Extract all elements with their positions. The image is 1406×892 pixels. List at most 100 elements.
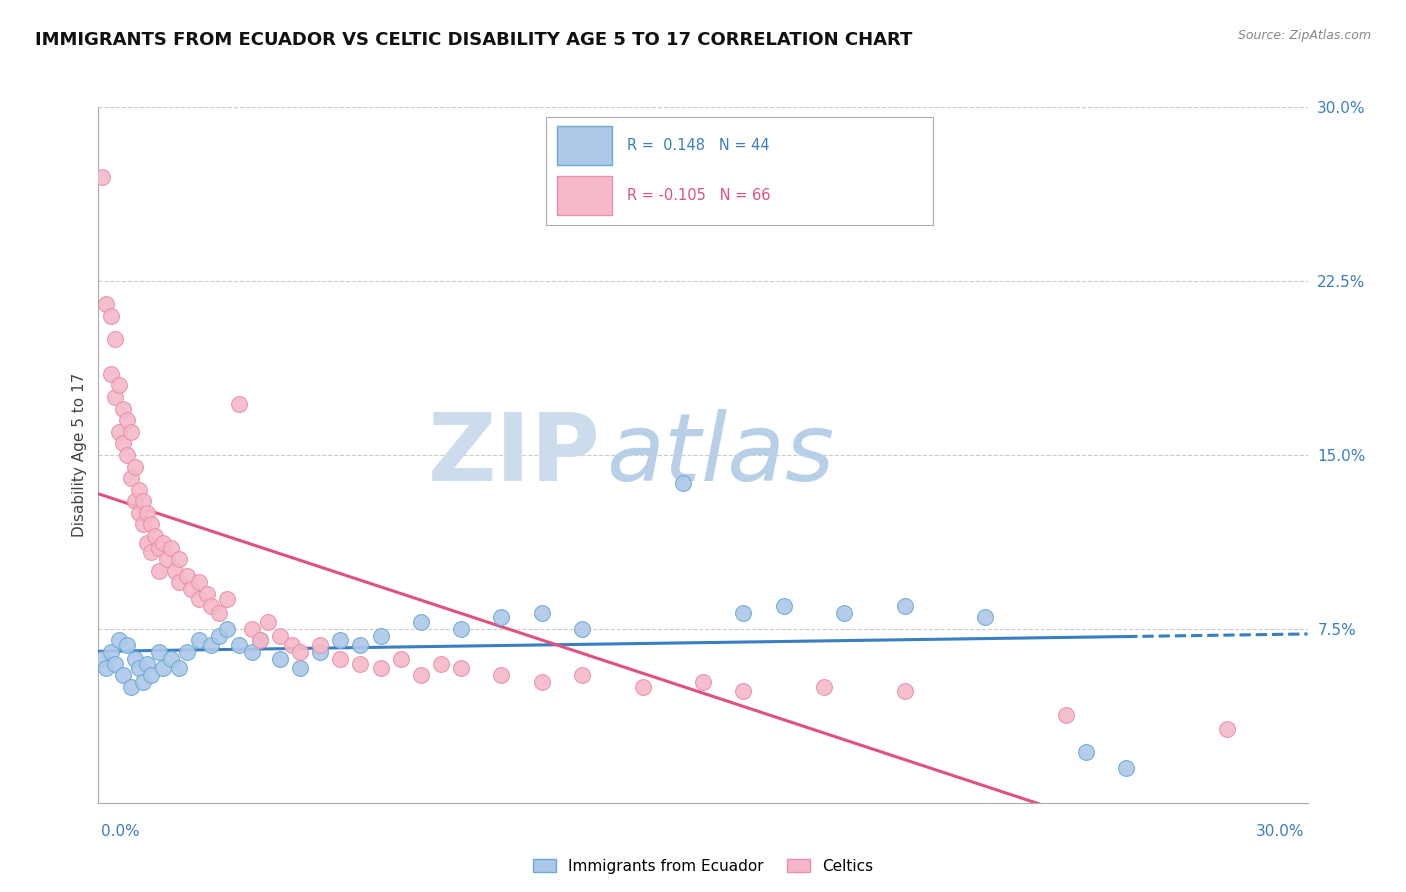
Y-axis label: Disability Age 5 to 17: Disability Age 5 to 17 [72, 373, 87, 537]
Point [329, 652, 352, 666]
Point [349, 657, 371, 671]
Point [115, 413, 138, 427]
Point [228, 397, 250, 411]
Point [733, 684, 755, 698]
Point [148, 564, 170, 578]
Point [409, 668, 432, 682]
Point [370, 629, 392, 643]
Point [256, 615, 278, 629]
Point [132, 517, 155, 532]
Point [813, 680, 835, 694]
Point [450, 661, 472, 675]
Point [893, 599, 915, 613]
Point [111, 668, 134, 682]
Point [217, 622, 239, 636]
Point [208, 606, 231, 620]
Point [672, 475, 695, 490]
Point [309, 638, 332, 652]
Point [91, 652, 114, 666]
Point [128, 483, 150, 497]
Point [269, 629, 291, 643]
Point [1074, 745, 1097, 759]
Point [240, 645, 263, 659]
Point [132, 675, 155, 690]
Point [120, 471, 142, 485]
Point [188, 575, 211, 590]
Point [120, 680, 142, 694]
Point [135, 536, 157, 550]
Point [148, 645, 170, 659]
Point [167, 552, 190, 566]
Point [370, 661, 392, 675]
Point [208, 629, 231, 643]
Point [148, 541, 170, 555]
Point [571, 668, 593, 682]
Point [115, 638, 138, 652]
Point [156, 552, 179, 566]
Point [135, 506, 157, 520]
Point [349, 638, 371, 652]
Point [124, 494, 146, 508]
Point [96, 297, 118, 311]
Point [176, 568, 198, 582]
Point [228, 638, 250, 652]
Point [124, 652, 146, 666]
Point [631, 680, 654, 694]
Point [143, 529, 166, 543]
Point [167, 575, 190, 590]
Point [249, 633, 271, 648]
Point [135, 657, 157, 671]
Point [163, 564, 186, 578]
Text: IMMIGRANTS FROM ECUADOR VS CELTIC DISABILITY AGE 5 TO 17 CORRELATION CHART: IMMIGRANTS FROM ECUADOR VS CELTIC DISABI… [35, 31, 912, 49]
Point [96, 661, 118, 675]
Point [115, 448, 138, 462]
Text: 0.0%: 0.0% [101, 824, 141, 838]
Point [107, 425, 129, 439]
Point [329, 633, 352, 648]
Point [1115, 761, 1137, 775]
Point [281, 638, 304, 652]
Point [832, 606, 855, 620]
Point [180, 582, 202, 597]
Point [107, 633, 129, 648]
Point [491, 668, 513, 682]
Point [571, 622, 593, 636]
Point [217, 591, 239, 606]
Point [288, 645, 311, 659]
Point [188, 633, 211, 648]
Point [1054, 707, 1077, 722]
Point [167, 661, 190, 675]
Point [160, 652, 183, 666]
Point [132, 494, 155, 508]
Point [111, 401, 134, 416]
Point [152, 536, 174, 550]
Point [103, 332, 125, 346]
Point [91, 169, 114, 184]
Point [240, 622, 263, 636]
Point [139, 517, 162, 532]
Point [772, 599, 794, 613]
Point [309, 645, 332, 659]
Point [103, 657, 125, 671]
Point [188, 591, 211, 606]
Point [139, 545, 162, 559]
Point [974, 610, 997, 624]
Point [100, 367, 122, 381]
Point [249, 633, 271, 648]
Point [692, 675, 714, 690]
Point [733, 606, 755, 620]
Point [893, 684, 915, 698]
Point [450, 622, 472, 636]
Point [269, 652, 291, 666]
Point [200, 599, 222, 613]
Point [111, 436, 134, 450]
Point [160, 541, 183, 555]
Point [389, 652, 412, 666]
Point [103, 390, 125, 404]
Point [128, 506, 150, 520]
Point [430, 657, 453, 671]
Point [139, 668, 162, 682]
Point [100, 309, 122, 323]
Point [530, 606, 553, 620]
Text: ZIP: ZIP [427, 409, 600, 501]
